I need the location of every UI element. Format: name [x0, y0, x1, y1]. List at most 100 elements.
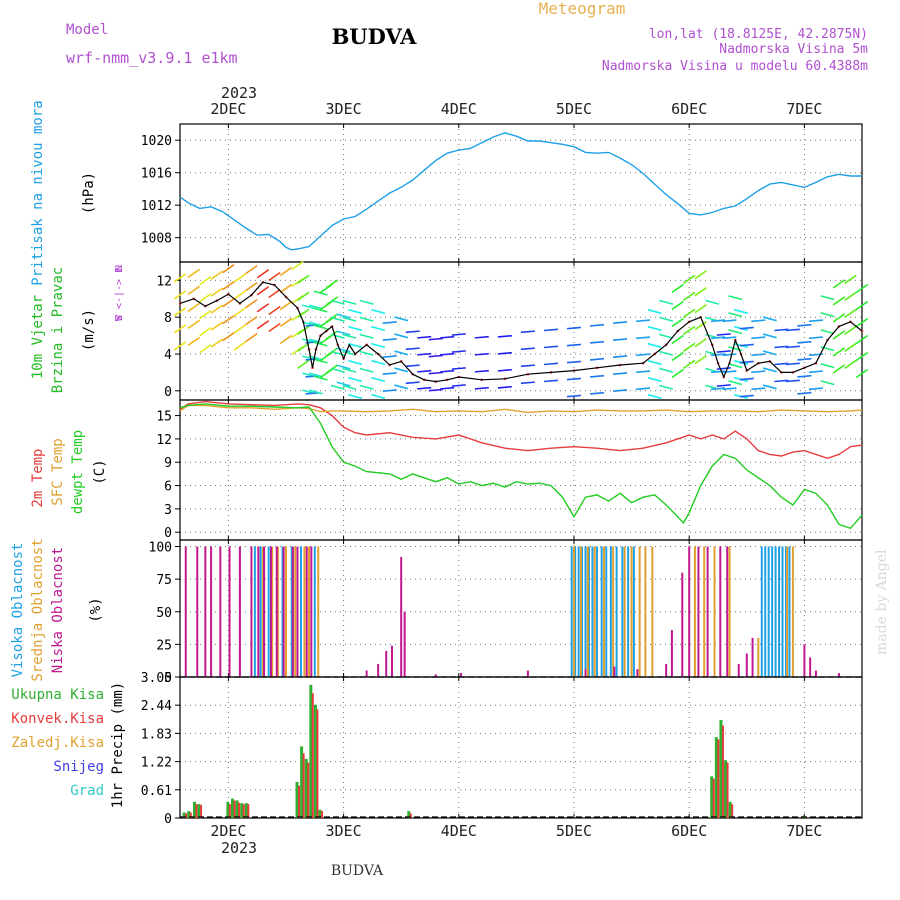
wind-arrow: [797, 323, 812, 327]
wind-arrow: [348, 342, 363, 349]
wind-arrow: [256, 269, 270, 279]
precip-bar: [247, 804, 250, 818]
y-tick-label: 4: [164, 348, 172, 363]
cloud-bar: [263, 546, 266, 677]
wind-arrow: [330, 384, 345, 390]
wind-arrow: [543, 345, 558, 349]
precip-bar: [311, 693, 314, 818]
cloud-bar: [377, 663, 380, 677]
watermark: made by Angel: [874, 549, 890, 655]
wind-arrow: [739, 394, 754, 398]
cloud-bar: [586, 546, 589, 677]
cloud-bar: [630, 546, 633, 677]
wind-arrow: [342, 299, 357, 305]
wind-arrow: [716, 384, 731, 387]
cloud-bar: [713, 546, 716, 677]
cloud-bar: [204, 546, 207, 677]
wind-arrow: [359, 350, 374, 356]
wind-arrow: [671, 317, 684, 328]
wind-arrow: [844, 359, 857, 369]
model-label: Model: [66, 22, 108, 38]
wind-arrow: [348, 376, 363, 383]
panel-cloud: 0 25 50 75 100: [149, 539, 863, 686]
wind-arrow: [428, 371, 443, 375]
wind-arrow: [268, 305, 281, 316]
precip-bar: [238, 802, 241, 818]
y-tick-label: 75: [156, 573, 172, 588]
wind-arrow: [451, 333, 466, 336]
wind-arrow: [417, 386, 432, 390]
panel-frame: [179, 123, 863, 263]
wind-arrow: [173, 307, 187, 317]
cloud-bar: [670, 630, 673, 677]
cloud-bar: [767, 546, 770, 677]
wind-arrow: [734, 308, 749, 315]
cloud-bar: [275, 546, 278, 677]
precip-bar: [318, 809, 322, 818]
wind-arrow: [520, 364, 535, 368]
wind-arrow: [187, 285, 201, 295]
cloud-bar: [623, 546, 626, 677]
wind-arrow: [173, 341, 187, 351]
series-line-dewpt-temp: [179, 403, 863, 530]
wind-arrow: [647, 376, 662, 383]
precip-bar: [726, 762, 729, 818]
wind-arrow: [820, 329, 835, 335]
precip-bar: [313, 704, 317, 818]
wind-arrow: [739, 377, 754, 381]
cloud-bar: [613, 666, 616, 677]
precip-legend-item: Snijeg: [53, 759, 104, 775]
wind-arrow: [671, 283, 684, 294]
precip-bar: [724, 760, 728, 818]
wind-arrow: [330, 299, 345, 305]
wind-arrow: [313, 324, 328, 330]
precip-bar: [304, 758, 308, 818]
bottom-day-label: 5DEC: [556, 822, 592, 840]
wind-arrow: [297, 325, 310, 335]
precip-bar: [728, 801, 732, 818]
wind-arrow: [728, 312, 743, 318]
wind-arrow: [762, 384, 777, 390]
wind-arrow: [233, 341, 247, 351]
wind-arrow: [233, 273, 247, 283]
cloud-bar: [757, 637, 760, 677]
y-tick-label: 3: [164, 503, 172, 518]
model-name: wrf-nmm_v3.9.1 e1km: [66, 49, 238, 67]
cloud-bar: [791, 546, 794, 677]
precip-bar: [242, 804, 245, 818]
wind-arrow: [187, 319, 201, 329]
wind-arrow: [451, 367, 466, 370]
wind-arrow: [382, 321, 397, 324]
cloud-bar: [681, 572, 684, 677]
wind-arrow: [636, 319, 651, 323]
top-day-label: 2DEC: [210, 100, 246, 118]
cloud-bar: [781, 546, 784, 677]
y-tick-label: 8: [164, 311, 172, 326]
cloud-bar: [308, 546, 311, 677]
wind-arrow: [832, 296, 846, 306]
wind-arrow: [728, 295, 743, 301]
wind-arrow: [405, 364, 420, 368]
precip-bar: [200, 805, 203, 818]
wind-arrow: [233, 307, 247, 317]
cloud-bar: [291, 546, 294, 677]
y-tick-label: 9: [164, 456, 172, 471]
precip-bar: [407, 811, 411, 818]
cloud-bar: [526, 670, 529, 677]
wind-arrow: [222, 264, 235, 274]
wind-arrow: [256, 320, 270, 330]
wind-arrow: [497, 368, 512, 372]
wind-arrow: [785, 362, 800, 366]
wind-arrow: [359, 367, 374, 373]
cloud-bar: [299, 546, 302, 677]
wind-arrow: [613, 321, 628, 324]
wind-arrow: [716, 333, 731, 336]
wind-arrow: [297, 359, 310, 369]
cloud-bar: [385, 650, 388, 677]
panel-precip: 0 0.61 1.22 1.83 2.44 3.05: [141, 671, 863, 827]
wind-arrow: [474, 352, 489, 356]
panel-wind: 0 4 8 12: [156, 260, 869, 401]
wind-dir-north: N: [114, 265, 125, 271]
wind-arrow: [543, 362, 558, 366]
wind-arrow: [440, 352, 455, 356]
